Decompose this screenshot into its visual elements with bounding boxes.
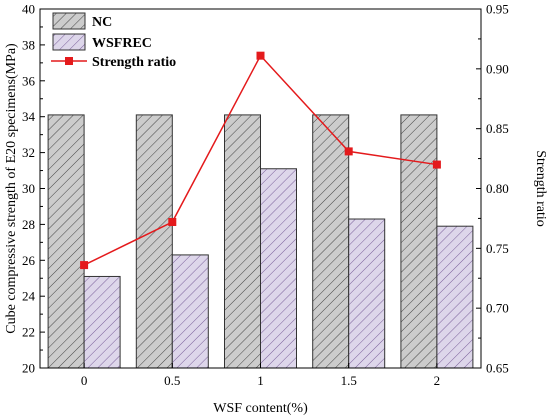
legend-label-strength-ratio: Strength ratio xyxy=(92,55,176,70)
left-tick-label: 22 xyxy=(22,325,35,340)
left-tick-label: 28 xyxy=(22,217,35,232)
right-axis: 0.65 0.70 0.75 0.80 0.85 0.90 0.95 xyxy=(476,2,509,376)
right-tick-label: 0.85 xyxy=(486,121,509,136)
legend-marker-strength-ratio xyxy=(65,57,73,65)
legend-label-nc: NC xyxy=(92,15,112,30)
x-axis-title: WSF content(%) xyxy=(213,401,308,416)
left-tick-label: 40 xyxy=(22,2,35,17)
strength-ratio-point-1.5 xyxy=(344,147,353,156)
bars-layer xyxy=(47,114,474,369)
right-tick-label: 0.80 xyxy=(486,181,509,196)
left-axis: 20 22 24 26 28 30 32 34 36 38 40 xyxy=(22,2,45,376)
legend: NC WSFREC Strength ratio xyxy=(51,12,176,70)
left-tick-label: 34 xyxy=(22,109,36,124)
left-tick-label: 20 xyxy=(22,361,35,376)
right-tick-label: 0.70 xyxy=(486,301,509,316)
bar-nc-1 xyxy=(224,114,261,369)
y2-axis-title: Strength ratio xyxy=(533,150,548,227)
legend-label-wsfrec: WSFREC xyxy=(92,36,152,51)
x-tick-label: 0.5 xyxy=(164,373,180,388)
left-tick-label: 32 xyxy=(22,145,35,160)
bar-nc-1.5 xyxy=(312,114,350,369)
strength-ratio-point-2 xyxy=(432,160,441,169)
y-axis-title: Cube compressive strength of E20 specime… xyxy=(4,43,19,334)
bar-wsfrec-0.5 xyxy=(171,254,209,369)
x-axis: 0 0.5 1 1.5 2 xyxy=(81,363,440,388)
bar-wsfrec-1 xyxy=(260,168,297,369)
bar-nc-0 xyxy=(47,114,85,369)
left-tick-label: 24 xyxy=(22,289,36,304)
x-tick-label: 1 xyxy=(257,373,264,388)
bar-nc-0.5 xyxy=(135,114,173,369)
bar-wsfrec-1.5 xyxy=(348,218,386,369)
strength-ratio-point-1 xyxy=(256,51,265,60)
right-tick-label: 0.65 xyxy=(486,361,509,376)
left-tick-label: 26 xyxy=(22,253,36,268)
x-tick-label: 0 xyxy=(81,373,88,388)
bar-wsfrec-0 xyxy=(83,275,121,369)
x-tick-label: 2 xyxy=(434,373,441,388)
bar-nc-2 xyxy=(400,114,438,369)
left-tick-label: 38 xyxy=(22,37,35,52)
right-tick-label: 0.95 xyxy=(486,2,509,17)
bar-wsfrec-2 xyxy=(436,225,474,369)
right-tick-label: 0.90 xyxy=(486,61,509,76)
strength-ratio-point-0 xyxy=(80,261,89,270)
ratio-line-layer xyxy=(80,51,441,270)
left-tick-label: 30 xyxy=(22,181,35,196)
legend-swatch-nc xyxy=(52,12,86,30)
x-tick-label: 1.5 xyxy=(341,373,357,388)
left-tick-label: 36 xyxy=(22,73,36,88)
legend-swatch-wsfrec xyxy=(52,33,86,51)
strength-ratio-point-0.5 xyxy=(168,218,177,227)
right-tick-label: 0.75 xyxy=(486,241,509,256)
